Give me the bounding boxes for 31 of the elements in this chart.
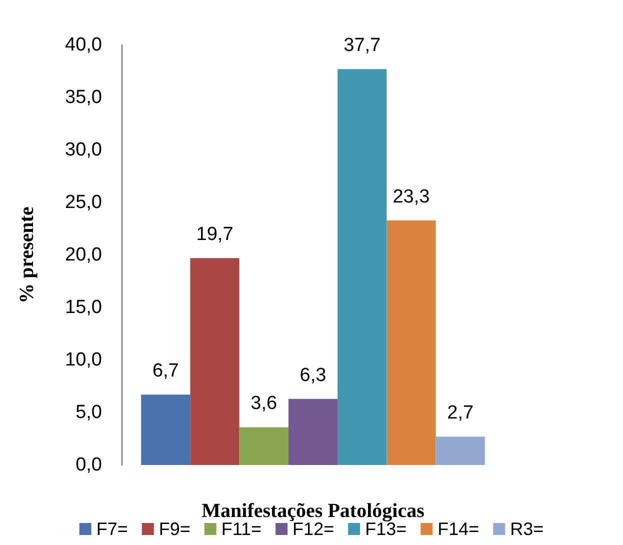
data-label: 37,7: [344, 35, 381, 56]
bar: [288, 398, 338, 465]
y-tick-label: 10,0: [65, 350, 102, 370]
legend-label: F14=: [438, 519, 480, 539]
bar: [436, 436, 485, 465]
data-label: 19,7: [196, 224, 234, 246]
data-label: 3,6: [250, 393, 278, 414]
x-axis-title: Manifestações Patológicas: [202, 500, 425, 522]
bar: [190, 258, 240, 465]
legend-label: F7=: [96, 519, 128, 539]
y-axis-title: % presente: [16, 206, 38, 304]
legend-label: F9=: [158, 519, 190, 539]
bar: [239, 427, 288, 465]
legend-label: R3=: [510, 519, 544, 539]
y-tick-label: 15,0: [65, 297, 102, 318]
bar: [386, 220, 436, 465]
legend-label: F12=: [292, 519, 334, 539]
bar: [338, 69, 387, 465]
data-label: 6,3: [300, 364, 326, 386]
y-tick-label: 20,0: [65, 244, 102, 266]
data-label: 2,7: [447, 402, 474, 424]
data-label: 23,3: [392, 186, 430, 208]
legend-label: F11=: [221, 519, 262, 539]
y-tick-label: 35,0: [65, 87, 102, 108]
y-tick-label: 25,0: [65, 192, 102, 213]
y-tick-label: 40,0: [65, 34, 102, 56]
y-tick-label: 5,0: [76, 402, 102, 423]
bar: [141, 394, 190, 465]
y-tick-label: 30,0: [65, 140, 102, 160]
data-label: 6,7: [152, 360, 179, 382]
y-tick-label: 0,0: [76, 454, 102, 476]
